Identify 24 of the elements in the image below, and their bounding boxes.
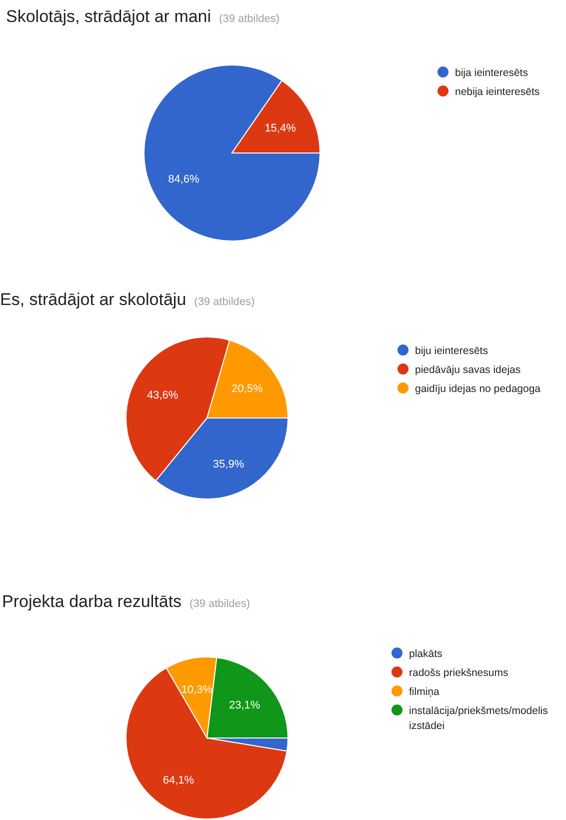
pie-slice	[144, 64, 320, 242]
chart-title: Skolotājs, strādājot ar mani	[6, 7, 212, 26]
chart-subtitle: (39 atbildes)	[219, 13, 280, 25]
legend-label: plakāts	[409, 648, 442, 660]
data-label: 20,5%	[232, 382, 263, 395]
legend-label: bija ieinteresēts	[455, 67, 528, 79]
legend-label: biju ieinteresēts	[415, 345, 488, 357]
data-label: 35,9%	[212, 458, 244, 470]
data-label: 43,6%	[146, 390, 178, 402]
legend-label: piedāvāju savas idejas	[415, 364, 521, 376]
data-label: 10,3%	[181, 684, 213, 696]
data-label: 64,1%	[162, 774, 194, 786]
chart-subtitle: (39 atbildes)	[194, 296, 255, 308]
chart-subtitle: (39 atbildes)	[190, 598, 250, 610]
data-label: 23,1%	[228, 700, 260, 712]
chart-title: Projekta darba rezultāts	[2, 592, 182, 611]
legend-label: gaidīju idejas no pedagoga	[415, 383, 541, 395]
data-label: 15,4%	[264, 122, 296, 135]
legend-label: instalācija/priekšmets/modelis izstādei	[409, 705, 548, 732]
legend-label: nebija ieinteresēts	[455, 86, 540, 98]
legend-label: radošs priekšnesums	[409, 667, 508, 679]
data-label: 84,6%	[168, 173, 200, 186]
legend-label: filmiņa	[409, 686, 440, 698]
chart-title: Es, strādājot ar skolotāju	[0, 290, 186, 309]
